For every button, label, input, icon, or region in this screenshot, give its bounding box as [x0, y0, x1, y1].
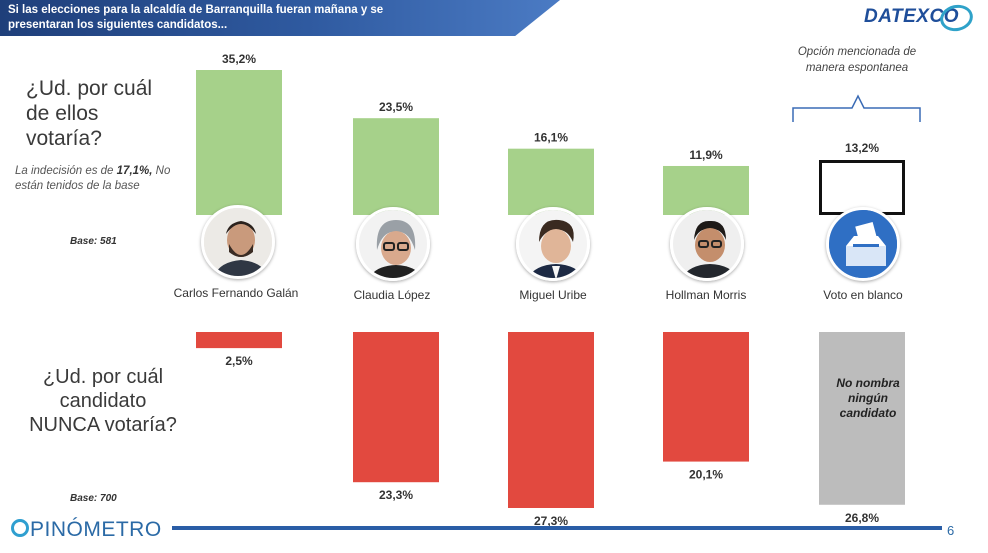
vote-bar-3	[663, 165, 749, 215]
candidate-name-uribe: Miguel Uribe	[519, 288, 587, 302]
never-bar-0	[196, 332, 282, 349]
candidate-name-morris: Hollman Morris	[665, 288, 747, 302]
question-vote: ¿Ud. por cuál de ellos votaría?	[26, 77, 153, 150]
never-label-1: 23,3%	[379, 488, 413, 502]
indecision-note: La indecisión es de 17,1%, No están teni…	[15, 165, 171, 192]
candidate-photo-morris	[670, 207, 744, 281]
header-title: Si las elecciones para la alcaldía de Ba…	[8, 4, 384, 31]
vote-label-3: 11,9%	[689, 148, 723, 162]
candidate-photo-uribe	[516, 207, 590, 281]
no-name-label: No nombra ningún candidato	[836, 376, 900, 420]
never-label-0: 2,5%	[225, 354, 253, 368]
vote-label-0: 35,2%	[222, 52, 256, 66]
datexco-logo: DATEXCO	[864, 6, 959, 27]
vote-bar-blank	[819, 160, 905, 215]
vote-label-2: 16,1%	[534, 131, 568, 145]
candidate-photo-lopez	[356, 207, 430, 281]
candidate-name-galan: Carlos Fernando Galán	[173, 286, 299, 300]
candidate-name-blank: Voto en blanco	[823, 288, 903, 302]
spontaneous-label: Opción mencionada de manera espontanea	[797, 46, 917, 74]
never-label-2: 27,3%	[534, 514, 568, 528]
pinometro-pin-icon	[11, 519, 29, 537]
vote-bar-0	[196, 70, 282, 215]
header-banner	[0, 0, 560, 36]
vote-label-1: 23,5%	[379, 100, 413, 114]
never-label-4: 26,8%	[845, 511, 879, 525]
footer-brand: PINÓMETRO	[30, 518, 162, 541]
page-number: 6	[947, 523, 955, 538]
vote-bar-1	[353, 118, 439, 215]
vote-label-blank: 13,2%	[845, 141, 879, 155]
question-never: ¿Ud. por cuál candidato NUNCA votaría?	[29, 366, 177, 436]
candidate-name-lopez: Claudia López	[353, 288, 431, 302]
candidate-photo-galan	[201, 205, 275, 279]
ballot-box-icon	[826, 207, 900, 281]
vote-bar-2	[508, 148, 594, 215]
base-never: Base: 700	[70, 493, 117, 504]
never-bar-4	[819, 332, 905, 505]
never-bar-2	[508, 332, 594, 508]
footer-line	[172, 526, 942, 530]
spontaneous-brace	[792, 94, 921, 122]
never-bar-3	[663, 332, 749, 462]
never-bar-1	[353, 332, 439, 483]
base-vote: Base: 581	[70, 236, 117, 247]
never-label-3: 20,1%	[689, 468, 723, 482]
